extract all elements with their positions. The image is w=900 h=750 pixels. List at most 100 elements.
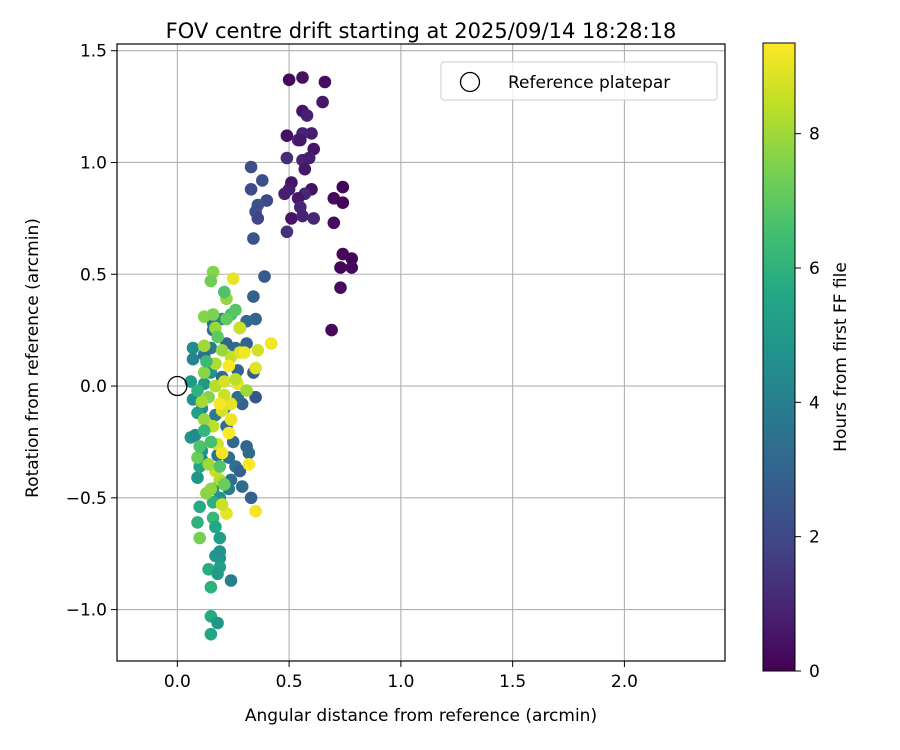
data-point — [280, 129, 294, 142]
data-point — [345, 252, 359, 265]
x-tick-label: 2.0 — [611, 672, 638, 692]
data-point — [235, 480, 249, 493]
data-point — [247, 232, 260, 245]
colorbar — [762, 42, 796, 672]
legend-label-reference: Reference platepar — [508, 73, 670, 93]
colorbar-ticks: 0 2 4 6 8 — [795, 125, 820, 682]
data-point — [202, 458, 215, 471]
data-point — [251, 344, 265, 357]
data-point — [233, 321, 247, 335]
colorbar-tick-label: 8 — [809, 125, 820, 145]
data-point — [316, 95, 329, 109]
colorbar-tick-label: 4 — [809, 393, 820, 413]
data-point — [191, 451, 204, 464]
colorbar-label: Hours from first FF file — [831, 262, 851, 452]
x-tick-label: 1.0 — [387, 672, 414, 692]
data-point — [298, 162, 312, 176]
data-point — [224, 413, 238, 426]
data-point — [280, 225, 294, 239]
data-point — [327, 216, 341, 230]
data-point — [336, 180, 350, 194]
data-point — [296, 209, 309, 223]
data-point — [305, 127, 318, 140]
data-point — [193, 500, 206, 514]
legend-box — [440, 61, 718, 101]
data-point — [249, 504, 262, 518]
y-tick-label: 0.5 — [80, 265, 107, 285]
data-point — [204, 435, 218, 449]
data-point — [318, 75, 332, 89]
data-point — [300, 109, 314, 122]
data-point — [206, 308, 220, 321]
data-point — [220, 312, 233, 326]
colorbar-tick-label: 0 — [809, 662, 820, 682]
data-point — [218, 478, 231, 491]
data-point — [229, 303, 242, 317]
data-point — [204, 580, 218, 594]
data-point — [213, 397, 227, 411]
data-point — [186, 352, 200, 366]
data-point — [195, 395, 209, 409]
data-point — [242, 458, 256, 471]
data-point — [251, 212, 265, 225]
data-point — [222, 359, 236, 373]
data-point — [249, 361, 262, 375]
reference-platepar-marker — [167, 375, 188, 397]
chart-title: FOV centre drift starting at 2025/09/14 … — [166, 19, 677, 43]
data-point — [224, 397, 238, 411]
legend: Reference platepar — [440, 61, 718, 101]
data-point — [218, 375, 231, 388]
data-point — [204, 627, 218, 641]
data-point — [334, 281, 347, 295]
data-point — [238, 346, 251, 359]
data-point — [211, 330, 224, 344]
data-point — [294, 133, 307, 147]
data-point — [197, 424, 211, 438]
data-point — [280, 151, 294, 165]
data-point — [242, 446, 256, 460]
data-point — [285, 212, 298, 225]
data-point — [264, 337, 278, 350]
data-point — [184, 375, 198, 388]
y-tick-label: 0.0 — [80, 377, 107, 397]
colorbar-tick-label: 6 — [809, 259, 820, 279]
data-point — [213, 460, 227, 473]
data-point — [213, 545, 227, 558]
x-axis-ticks: 0.0 0.5 1.0 1.5 2.0 — [164, 661, 638, 692]
data-point — [213, 531, 227, 545]
data-point — [255, 174, 269, 187]
reference-marker-layer — [167, 375, 188, 397]
data-point — [229, 373, 242, 386]
data-point — [191, 471, 204, 485]
data-point — [249, 390, 262, 404]
x-tick-label: 1.5 — [499, 672, 526, 692]
y-axis-ticks: −1.0 −0.5 0.0 0.5 1.0 1.5 — [66, 42, 117, 621]
data-point — [197, 413, 211, 426]
data-point — [211, 567, 224, 581]
data-point — [197, 339, 211, 353]
data-point — [215, 498, 229, 511]
data-point — [336, 196, 350, 209]
data-point — [197, 366, 211, 379]
x-tick-label: 0.5 — [276, 672, 303, 692]
data-point — [345, 261, 359, 274]
y-axis-label: Rotation from reference (arcmin) — [23, 218, 43, 498]
data-point — [325, 323, 338, 337]
y-tick-label: −1.0 — [66, 601, 107, 621]
data-point — [204, 482, 218, 496]
data-point — [222, 426, 236, 440]
y-tick-label: 1.0 — [80, 153, 107, 173]
data-point — [334, 261, 347, 274]
x-axis-label: Angular distance from reference (arcmin) — [245, 706, 597, 726]
data-point — [224, 574, 238, 587]
data-point — [218, 285, 231, 299]
data-point — [191, 516, 204, 529]
data-points — [184, 71, 359, 641]
plot-frame — [116, 43, 726, 662]
data-point — [302, 151, 316, 165]
legend-open-circle-marker — [459, 71, 481, 93]
data-point — [240, 384, 253, 397]
y-tick-label: −0.5 — [66, 489, 107, 509]
data-point — [215, 446, 229, 460]
data-point — [200, 355, 213, 368]
